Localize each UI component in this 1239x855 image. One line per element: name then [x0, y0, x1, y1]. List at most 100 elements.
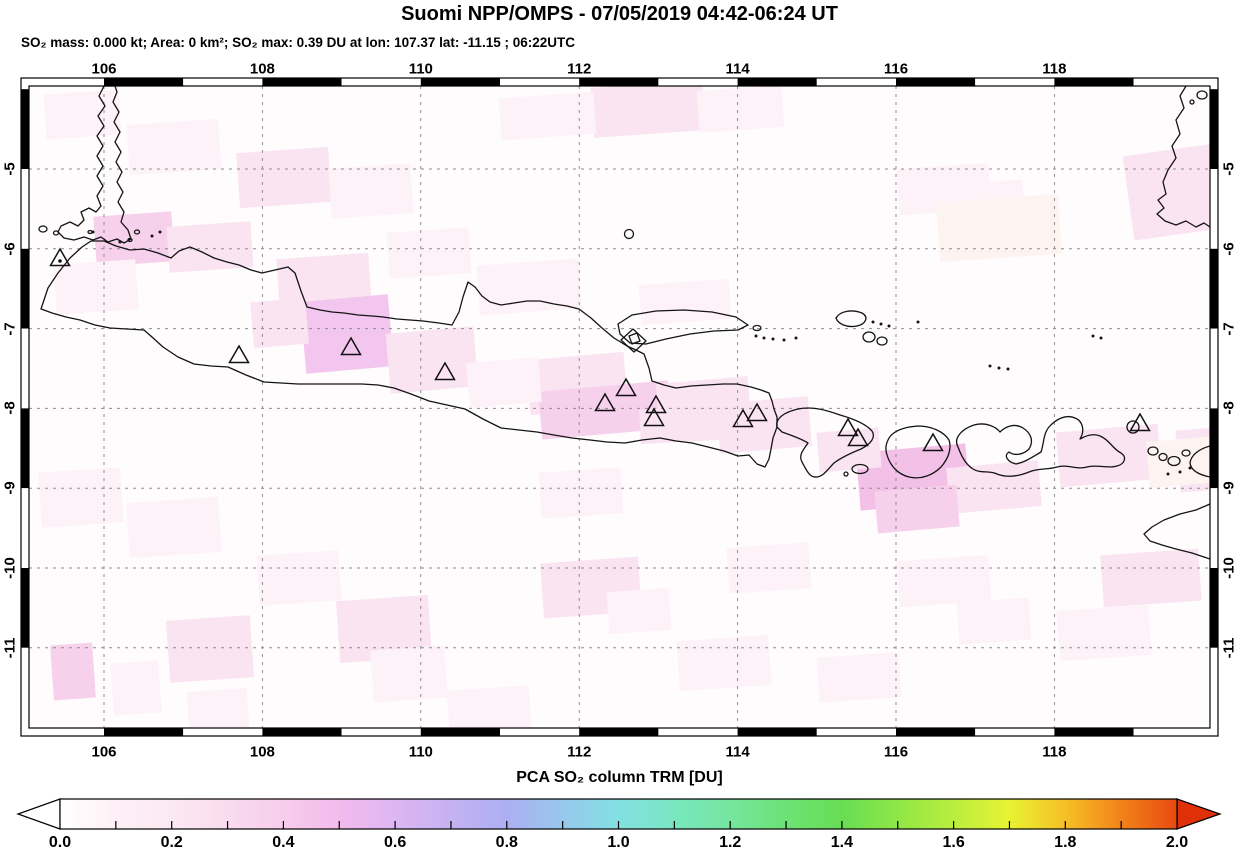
frame-segment	[21, 568, 29, 648]
frame-segment	[21, 408, 29, 489]
coastline	[835, 310, 867, 328]
frame-segment	[21, 248, 29, 329]
coastline	[1189, 445, 1210, 478]
lat-tick-label-right: -5	[1220, 162, 1238, 176]
island-outline	[876, 336, 888, 346]
so2-patch	[696, 86, 785, 133]
volcano-triangle-icon	[847, 427, 869, 447]
island-outline	[52, 230, 60, 236]
colorbar-value-label: 0.8	[495, 834, 518, 851]
colorbar-title: PCA SO₂ column TRM [DU]	[516, 769, 723, 786]
frame-segment	[737, 728, 817, 736]
coastline	[1143, 503, 1210, 560]
lat-tick-label-left: -5	[1, 162, 19, 176]
so2-patch	[946, 460, 1042, 514]
frame-segment	[975, 728, 1055, 736]
so2-stats-line: SO₂ mass: 0.000 kt; Area: 0 km²; SO₂ max…	[21, 35, 575, 50]
colorbar-left-arrow-icon	[16, 798, 61, 830]
colorbar-value-label: 0.4	[272, 834, 295, 851]
lon-tick-label-bottom: 116	[883, 743, 909, 761]
so2-patch	[726, 542, 812, 594]
colorbar-right-arrow-icon	[1176, 798, 1222, 830]
lon-tick-label-top: 118	[1042, 60, 1067, 78]
frame-segment	[1210, 647, 1218, 728]
so2-patch	[816, 427, 882, 473]
frame-segment	[658, 78, 738, 86]
lat-tick-label-right: -10	[1220, 557, 1238, 579]
frame-segment	[104, 728, 184, 736]
so2-patch	[896, 554, 992, 608]
islet-dot	[1091, 334, 1095, 338]
volcano-triangle-icon	[732, 408, 754, 428]
frame-segment	[262, 78, 342, 86]
frame-segment	[1210, 488, 1218, 568]
island-outline	[752, 324, 762, 332]
frame-segment	[500, 728, 580, 736]
lat-tick-label-right: -6	[1220, 242, 1238, 256]
frame-corner	[21, 78, 29, 86]
islet-dot	[1178, 470, 1182, 474]
so2-patch	[370, 645, 448, 703]
colorbar-value-label: 0.6	[383, 834, 407, 851]
colorbar-value-label: 0.2	[160, 834, 183, 851]
volcano-triangle-icon	[837, 417, 859, 437]
so2-patch	[590, 86, 706, 138]
colorbar-value-label: 2.0	[1165, 834, 1189, 851]
frame-segment	[1210, 169, 1218, 249]
coastline	[776, 407, 875, 478]
island-outline	[133, 229, 141, 235]
volcano-triangle-icon	[746, 402, 768, 422]
lon-tick-label-top: 112	[567, 60, 592, 78]
frame-segment	[262, 728, 342, 736]
volcano-marker-layer	[49, 247, 1151, 452]
frame-segment	[1210, 328, 1218, 409]
islet-dot	[1099, 336, 1103, 340]
frame-segment	[896, 78, 976, 86]
colorbar-value-label: 1.2	[719, 834, 742, 851]
lon-tick-label-bottom: 114	[725, 743, 750, 761]
island-outline	[1167, 455, 1181, 467]
lat-tick-label-left: -9	[1, 481, 19, 495]
frame-segment	[183, 78, 263, 86]
lon-tick-label-bottom: 108	[249, 743, 275, 761]
colorbar-value-label: 1.8	[1054, 834, 1077, 851]
so2-patch	[53, 259, 139, 315]
islet-dot	[887, 324, 891, 328]
so2-patch	[676, 634, 772, 692]
island-outline	[1181, 449, 1191, 457]
frame-segment	[21, 169, 29, 249]
so2-patch	[936, 193, 1062, 263]
frame-segment	[500, 78, 580, 86]
frame-segment	[1133, 78, 1210, 86]
colorbar	[16, 798, 1222, 830]
page-title: Suomi NPP/OMPS - 07/05/2019 04:42-06:24 …	[401, 3, 838, 25]
lon-tick-label-top: 108	[249, 60, 275, 78]
frame-segment	[816, 78, 896, 86]
frame-inner-border	[28, 85, 1211, 729]
so2-patch	[38, 467, 124, 528]
frame-segment	[341, 78, 421, 86]
islet-dot	[916, 320, 920, 324]
island-outline	[1189, 99, 1195, 105]
frame-segment	[658, 728, 738, 736]
lat-tick-label-right: -8	[1220, 401, 1238, 416]
so2-patch	[250, 297, 309, 349]
frame-segment	[816, 728, 896, 736]
frame-segment	[183, 728, 263, 736]
islet-dot	[91, 230, 95, 234]
colorbar-value-label: 1.4	[830, 834, 854, 851]
so2-patch	[300, 294, 394, 374]
so2-patch-layer	[38, 86, 1210, 728]
lat-tick-label-left: -6	[1, 242, 19, 256]
volcano-triangle-icon	[340, 336, 362, 356]
frame-segment	[1054, 78, 1134, 86]
frame-corner	[1210, 78, 1218, 86]
island-outline	[1147, 446, 1159, 456]
islet-dot	[988, 364, 992, 368]
frame-segment	[896, 728, 976, 736]
island-outline	[862, 331, 876, 343]
islet-dot	[754, 334, 758, 338]
so2-patch	[446, 685, 532, 728]
frame-segment	[341, 728, 421, 736]
islet-dot-layer	[91, 230, 1192, 476]
